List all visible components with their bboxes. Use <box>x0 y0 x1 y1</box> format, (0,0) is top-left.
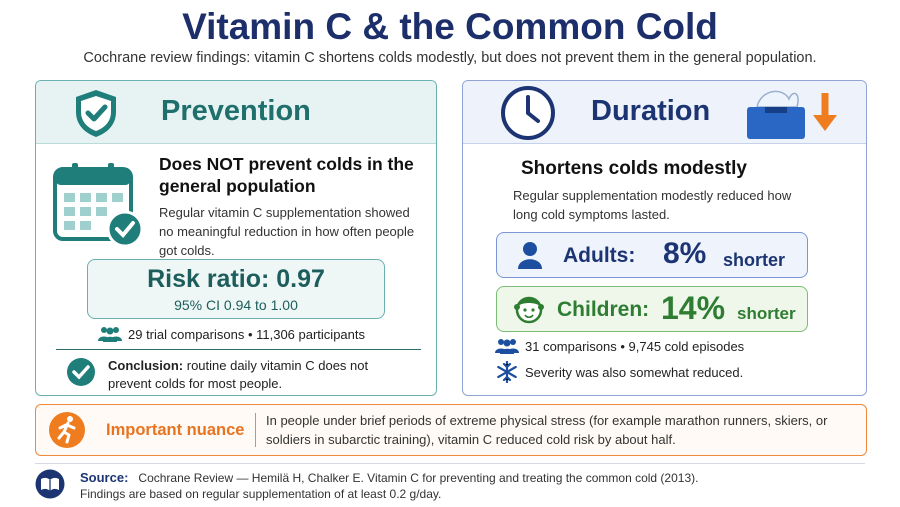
children-box: Children: 14% shorter <box>496 286 808 332</box>
child-icon <box>514 296 544 324</box>
calendar-icon <box>53 163 144 248</box>
prevention-headline: Does NOT prevent colds in the general po… <box>159 154 414 196</box>
adults-box: Adults: 8% shorter <box>496 232 808 278</box>
book-icon <box>35 469 65 499</box>
clock-icon <box>501 86 555 140</box>
source-note: Findings are based on regular supplement… <box>80 487 442 501</box>
conclusion-label: Conclusion: <box>108 358 184 373</box>
people-icon <box>495 339 519 354</box>
source-text: Cochrane Review — Hemilä H, Chalker E. V… <box>138 471 699 485</box>
nuance-divider <box>255 413 256 447</box>
severity: Severity was also somewhat reduced. <box>525 365 744 380</box>
nuance-text: In people under brief periods of extreme… <box>266 413 828 447</box>
prevention-body: Regular vitamin C supplementation showed… <box>159 205 415 258</box>
adults-label: Adults: <box>563 244 636 267</box>
duration-headline: Shortens colds modestly <box>521 158 747 179</box>
source-label: Source: <box>80 470 129 485</box>
shield-icon <box>76 90 116 137</box>
risk-ratio-box: Risk ratio: 0.97 95% CI 0.94 to 1.00 <box>87 259 385 319</box>
prevention-heading: Prevention <box>161 95 311 127</box>
duration-panel: Duration Shortens colds modestly Regular… <box>462 80 867 396</box>
tissue-icon <box>747 90 837 139</box>
footer-divider <box>35 463 865 464</box>
subtitle: Cochrane review findings: vitamin C shor… <box>83 50 817 66</box>
runner-icon <box>49 412 85 448</box>
people-icon <box>98 327 122 342</box>
source: Source: Cochrane Review — Hemilä H, Chal… <box>80 470 698 485</box>
duration-sample: 31 comparisons • 9,745 cold episodes <box>525 339 745 354</box>
divider <box>56 349 421 350</box>
check-icon <box>67 358 95 386</box>
conclusion: Conclusion: routine daily vitamin C does… <box>108 357 408 393</box>
nuance-label: Important nuance <box>106 421 245 439</box>
children-label: Children: <box>557 298 650 321</box>
adult-icon <box>518 242 542 269</box>
title: Vitamin C & the Common Cold <box>182 6 718 47</box>
prevention-panel: Prevention Does NOT prevent colds in the… <box>35 80 437 396</box>
snowflake-icon <box>497 361 517 383</box>
adults-suffix: shorter <box>723 250 786 270</box>
adults-value: 8% <box>663 237 707 270</box>
children-value: 14% <box>661 290 726 326</box>
nuance-box: Important nuance In people under brief p… <box>35 404 867 456</box>
duration-heading: Duration <box>591 95 711 127</box>
risk-ratio: Risk ratio: 0.97 <box>147 265 325 293</box>
duration-body: Regular supplementation modestly reduced… <box>513 188 792 222</box>
prevention-sample: 29 trial comparisons • 11,306 participan… <box>128 327 365 342</box>
children-suffix: shorter <box>737 304 796 323</box>
confidence-interval: 95% CI 0.94 to 1.00 <box>174 297 298 313</box>
conclusion-text: routine daily vitamin C does not prevent… <box>108 358 369 391</box>
